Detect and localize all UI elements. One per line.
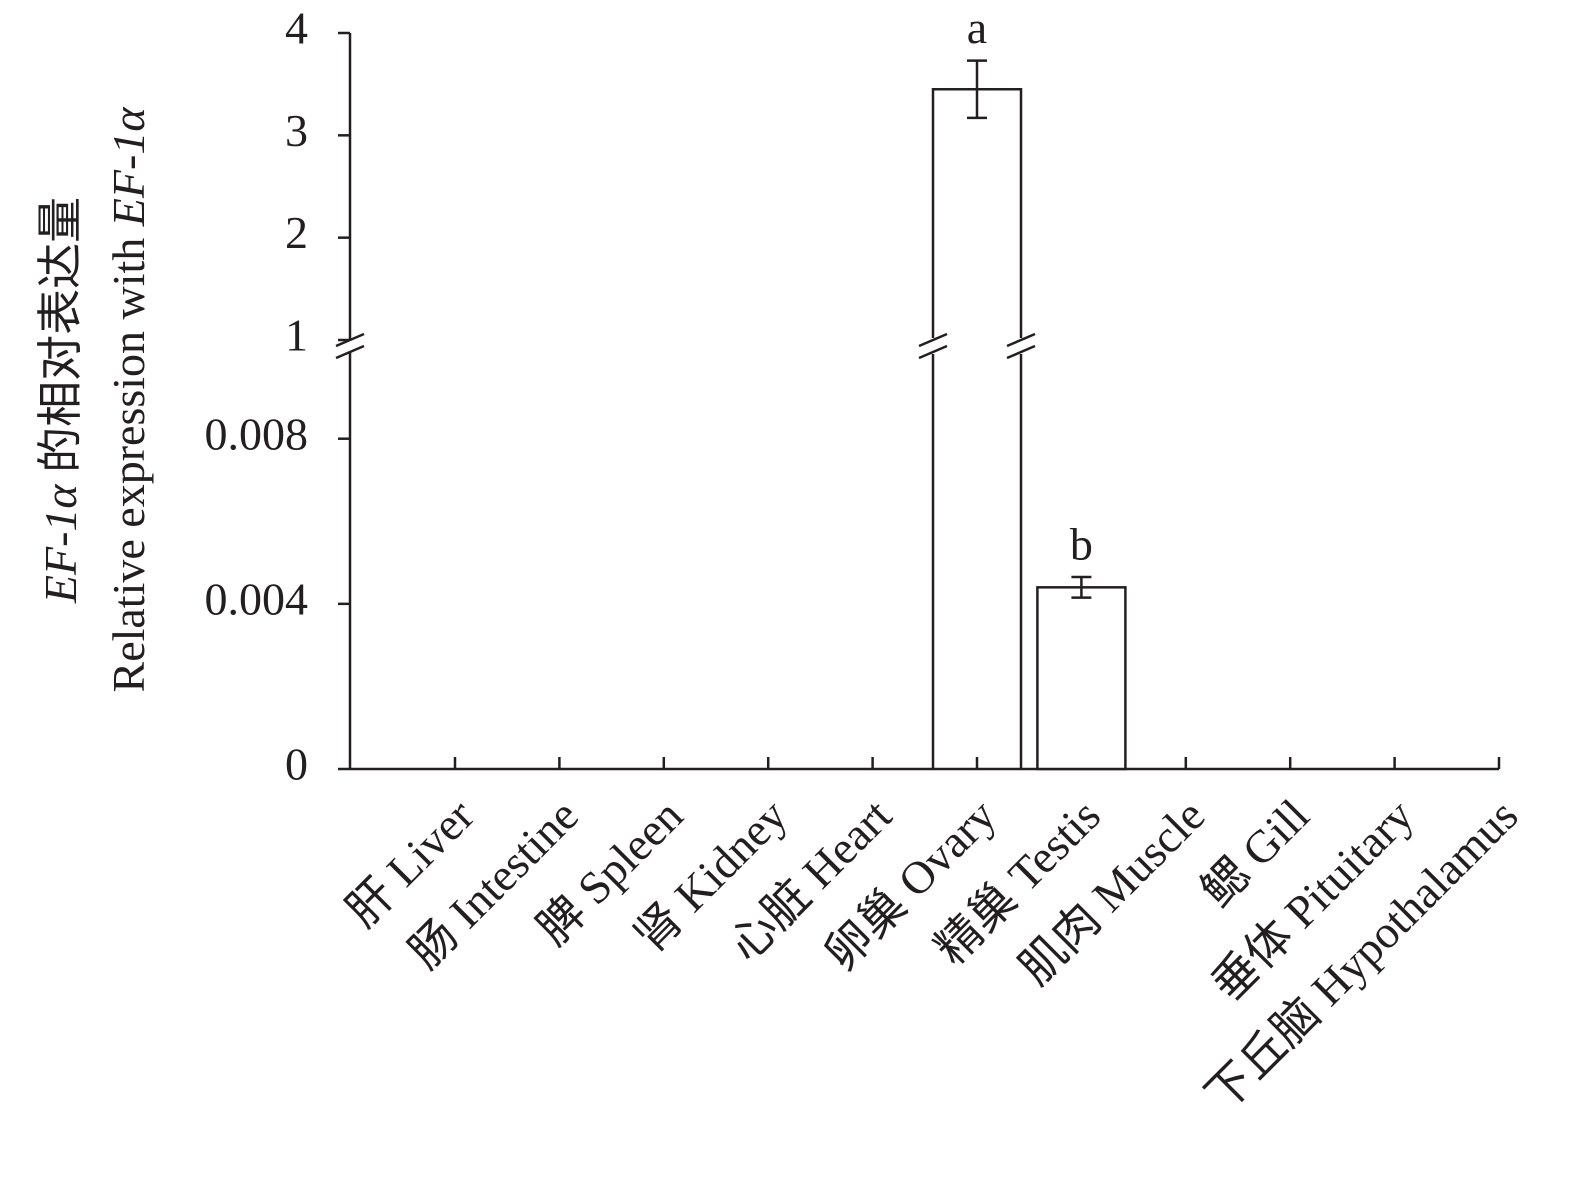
bar-break xyxy=(1006,332,1036,348)
bar xyxy=(1036,586,1127,771)
axis-break xyxy=(335,344,365,360)
annotation: b xyxy=(1070,519,1093,570)
bar xyxy=(931,88,1023,769)
y-tick-label: 0 xyxy=(285,739,308,790)
y-tick-label: 1 xyxy=(285,310,308,361)
y-tick-label: 0.004 xyxy=(205,573,309,624)
bar-break xyxy=(918,344,948,360)
y-axis-label: Relative expression with EF-1α xyxy=(103,107,154,693)
bar-break xyxy=(918,332,948,348)
y-tick-label: 4 xyxy=(285,3,308,54)
y-axis-label-part: EF-1α xyxy=(35,484,86,605)
error-bar xyxy=(1071,575,1092,599)
y-axis-label-part: Relative expression with xyxy=(103,226,154,692)
bar-break xyxy=(1006,344,1036,360)
error-bar xyxy=(967,59,987,120)
y-axis-label: EF-1α 的相对表达量 xyxy=(35,197,86,604)
y-tick-label: 2 xyxy=(285,207,308,258)
y-tick-label: 3 xyxy=(285,105,308,156)
y-tick-label: 0.008 xyxy=(205,408,309,459)
annotation: a xyxy=(967,2,987,53)
y-axis-label-part: EF-1α xyxy=(103,107,154,228)
y-axis-label-part: 的相对表达量 xyxy=(35,197,86,485)
